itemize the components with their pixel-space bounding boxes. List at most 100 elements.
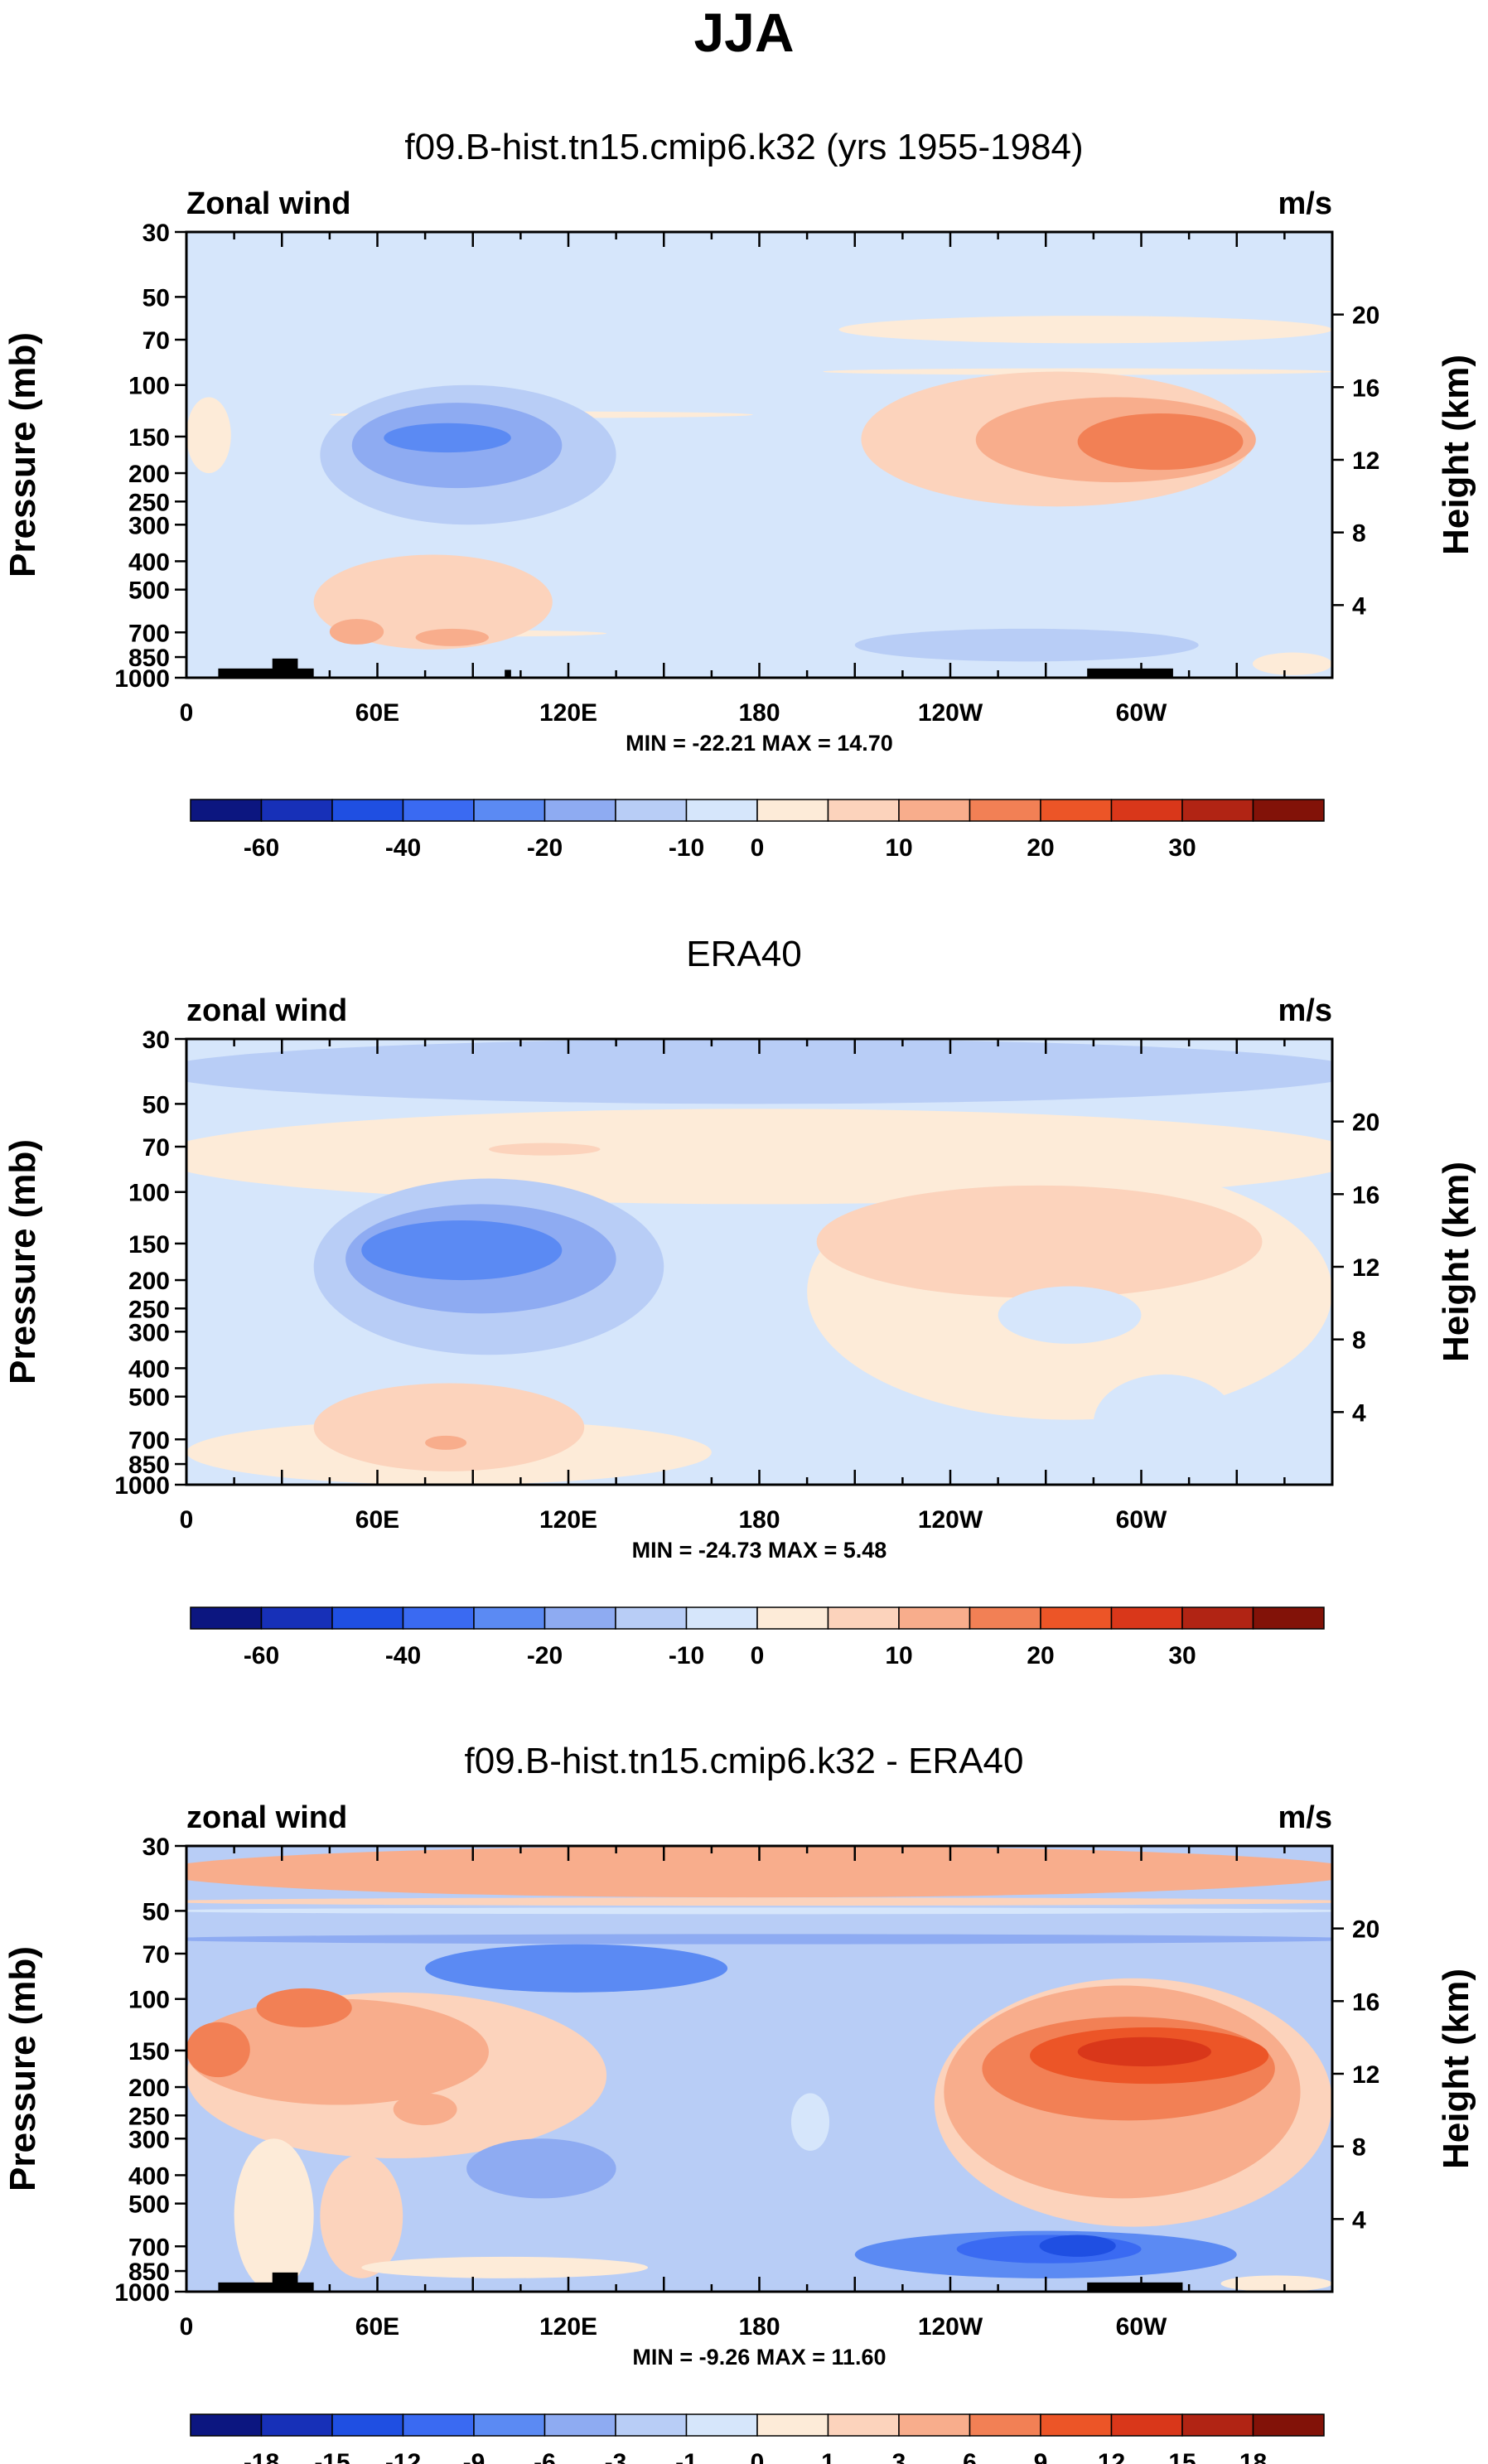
y-tick-label: 850	[128, 1452, 170, 1479]
contour-region-22	[1220, 2275, 1332, 2292]
colorbar-label: -12	[385, 2449, 421, 2464]
contour-field	[186, 1039, 1332, 1485]
height-tick-label: 16	[1352, 1181, 1379, 1209]
height-tick-label: 12	[1352, 447, 1379, 475]
x-tick-label: 180	[738, 2313, 780, 2341]
colorbar-label: -20	[527, 1642, 563, 1669]
y-tick-label: 1000	[114, 2279, 170, 2307]
height-tick-label: 20	[1352, 302, 1379, 330]
y-tick-label: 200	[128, 2075, 170, 2102]
colorbar-swatch	[685, 799, 758, 822]
colorbar-label: -10	[669, 834, 704, 862]
height-tick-label: 8	[1352, 2134, 1366, 2162]
y-tick-label: 700	[128, 2234, 170, 2261]
colorbar-label: -18	[244, 2449, 279, 2464]
topography-block	[505, 669, 511, 678]
contour-region-12	[361, 2256, 649, 2278]
x-tick-label: 0	[180, 1506, 194, 1534]
y-tick-label: 30	[143, 1834, 170, 1861]
colorbar-swatch	[756, 799, 829, 822]
colorbar-label: 3	[892, 2449, 906, 2464]
contour-region-12	[854, 628, 1199, 662]
min-max-label: MIN = -9.26 MAX = 11.60	[632, 2345, 886, 2370]
colorbar-label: -40	[385, 834, 421, 862]
contour-region-12	[1093, 1374, 1237, 1471]
contour-region-10	[234, 2138, 314, 2292]
y-tick-label: 300	[128, 512, 170, 539]
y-tick-label: 50	[143, 284, 170, 312]
panel-title: f09.B-hist.tn15.cmip6.k32 - ERA40	[465, 1741, 1024, 1781]
contour-region-13	[466, 2138, 616, 2199]
colorbar-label: -20	[527, 834, 563, 862]
x-tick-label: 60W	[1116, 699, 1167, 727]
colorbar-label: -9	[463, 2449, 486, 2464]
y-tick-label: 50	[143, 1898, 170, 1925]
colorbar-label: -60	[244, 834, 279, 862]
colorbar-swatch	[898, 2413, 971, 2437]
contour-region-4	[425, 1944, 728, 1993]
colorbar-swatch	[969, 799, 1041, 822]
y-tick-label: 500	[128, 2191, 170, 2219]
variable-label: zonal wind	[186, 993, 347, 1028]
colorbar-label: 9	[1034, 2449, 1048, 2464]
contour-region-21	[1039, 2235, 1116, 2257]
contour-region-18	[1077, 2036, 1212, 2067]
colorbar-swatch	[1040, 1606, 1113, 1630]
contour-region-13	[329, 619, 384, 645]
contour-region-8	[256, 1988, 352, 2027]
topography-block	[272, 2272, 298, 2292]
contour-region-3	[186, 1934, 1332, 1945]
y-axis-title-right: Height (km)	[1436, 355, 1476, 555]
height-tick-label: 16	[1352, 1988, 1379, 2016]
y-tick-label: 200	[128, 1268, 170, 1295]
height-tick-label: 20	[1352, 1109, 1379, 1137]
panel-title: f09.B-hist.tn15.cmip6.k32 (yrs 1955-1984…	[404, 127, 1083, 167]
units-label: m/s	[1278, 993, 1332, 1028]
colorbar-swatch	[331, 1606, 404, 1630]
colorbar-label: 0	[751, 2449, 765, 2464]
height-tick-label: 20	[1352, 1916, 1379, 1944]
x-tick-label: 60W	[1116, 1506, 1167, 1534]
y-axis-title: Pressure (mb)	[2, 1139, 43, 1384]
colorbar-label: 30	[1168, 1642, 1196, 1669]
colorbar-swatch	[260, 799, 333, 822]
y-tick-label: 150	[128, 424, 170, 452]
x-tick-label: 120E	[539, 1506, 597, 1534]
colorbar-swatch	[331, 2413, 404, 2437]
contour-region-14	[415, 628, 489, 646]
colorbar-swatch	[615, 2413, 688, 2437]
y-tick-label: 30	[143, 1027, 170, 1054]
colorbar-label: 1	[821, 2449, 835, 2464]
y-tick-label: 50	[143, 1091, 170, 1118]
contour-region-9	[393, 2093, 457, 2126]
contour-region-15	[1252, 652, 1332, 675]
height-tick-label: 4	[1352, 2206, 1366, 2234]
colorbar-label: -60	[244, 1642, 279, 1669]
topography-block	[218, 668, 314, 678]
contour-region-7	[186, 2022, 250, 2078]
colorbar-swatch	[1181, 2413, 1254, 2437]
colorbar-swatch	[1252, 2413, 1325, 2437]
colorbar-swatch	[756, 2413, 829, 2437]
colorbar-swatch	[1110, 2413, 1183, 2437]
colorbar-label: 10	[885, 1642, 912, 1669]
colorbar-swatch	[1252, 799, 1325, 822]
height-tick-label: 12	[1352, 1254, 1379, 1282]
y-tick-label: 70	[143, 1941, 170, 1969]
contour-region-3	[838, 316, 1332, 344]
variable-label: zonal wind	[186, 1800, 347, 1835]
panel-title: ERA40	[686, 934, 801, 974]
contour-region-7	[361, 1220, 563, 1281]
colorbar-swatch	[544, 799, 616, 822]
y-tick-label: 250	[128, 1296, 170, 1323]
y-tick-label: 850	[128, 2259, 170, 2286]
colorbar-label: 30	[1168, 834, 1196, 862]
height-tick-label: 4	[1352, 592, 1366, 620]
y-tick-label: 400	[128, 1355, 170, 1383]
colorbar-label: 0	[751, 1642, 765, 1669]
y-tick-label: 850	[128, 645, 170, 672]
topography-block	[218, 2282, 314, 2292]
colorbar-swatch	[402, 799, 475, 822]
colorbar-swatch	[190, 799, 263, 822]
y-tick-label: 1000	[114, 665, 170, 693]
